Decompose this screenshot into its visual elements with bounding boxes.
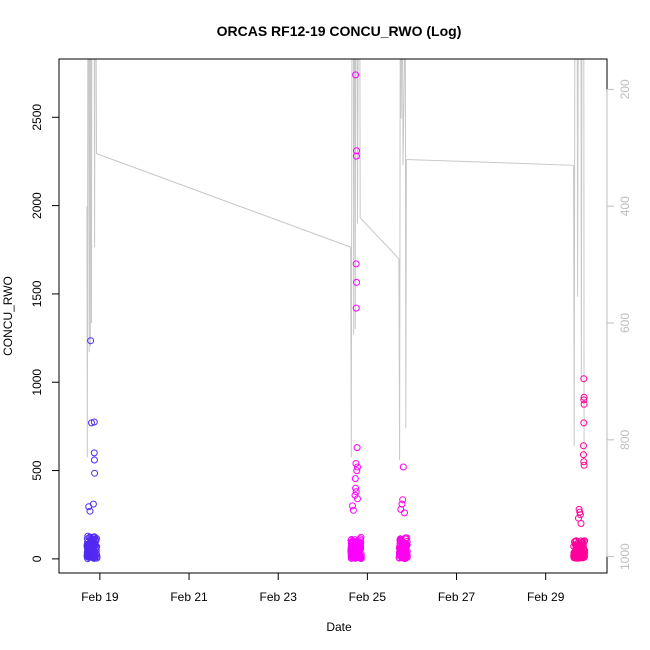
y-tick-label-right: 400 (618, 196, 632, 216)
data-point (575, 553, 583, 561)
chart-title: ORCAS RF12-19 CONCU_RWO (Log) (217, 23, 462, 39)
data-point (395, 544, 403, 552)
data-point (573, 549, 581, 556)
y-axis-label: CONCU_RWO (1, 276, 15, 356)
y-tick-label: 500 (30, 460, 44, 480)
data-point (349, 502, 356, 510)
data-point (357, 537, 364, 545)
x-tick-label: Feb 19 (81, 590, 119, 604)
plot-frame (58, 58, 608, 574)
y-tick-label: 1000 (30, 369, 44, 396)
data-point (353, 550, 361, 557)
data-point (350, 544, 357, 552)
data-point (577, 520, 585, 527)
data-point (352, 484, 360, 492)
data-point (354, 463, 361, 471)
data-point (87, 337, 95, 345)
data-point (87, 540, 95, 548)
data-point (352, 304, 360, 312)
data-point (356, 541, 364, 549)
x-tick-label: Feb 27 (438, 590, 476, 604)
data-point (399, 496, 407, 504)
data-point (83, 553, 91, 560)
data-point (86, 507, 94, 515)
data-point (352, 488, 360, 496)
data-point (354, 495, 361, 503)
data-point (90, 418, 98, 426)
data-point (397, 505, 405, 513)
y-tick-label-right: 1000 (618, 543, 632, 570)
data-point (92, 542, 99, 549)
x-axis: Feb 19 Feb 21 Feb 23 Feb 25 Feb 27 Feb 29 (81, 572, 565, 604)
data-point (353, 467, 361, 475)
y-axis-right: 200 400 600 800 1000 (606, 79, 632, 570)
plot-content (83, 59, 589, 563)
data-point (353, 444, 361, 452)
y-tick-label: 0 (30, 555, 44, 562)
data-point (580, 400, 588, 408)
x-tick-label: Feb 21 (170, 590, 208, 604)
data-point (580, 458, 588, 466)
x-axis-label: Date (326, 620, 352, 634)
data-point (84, 532, 92, 540)
data-point (85, 551, 93, 559)
pressure-line (86, 59, 585, 461)
data-point (349, 539, 356, 547)
data-point (580, 461, 588, 469)
data-point (395, 554, 403, 561)
data-point (352, 152, 360, 160)
data-point (578, 540, 586, 548)
data-point (401, 509, 408, 517)
data-point (580, 393, 588, 401)
data-point (403, 538, 411, 545)
data-point (90, 456, 98, 464)
data-point (571, 538, 579, 545)
data-point (85, 503, 93, 511)
x-tick-label: Feb 29 (527, 590, 565, 604)
data-point (351, 475, 359, 482)
data-point (90, 449, 98, 457)
data-point (352, 460, 360, 467)
data-point (91, 469, 99, 477)
y-axis: 0 500 1000 1500 2000 2500 (30, 104, 60, 562)
y-tick-label: 1500 (30, 280, 44, 307)
data-point (580, 419, 588, 427)
y-tick-label-right: 200 (618, 79, 632, 99)
data-point (84, 545, 91, 553)
data-point (578, 544, 586, 552)
data-point (88, 419, 95, 427)
data-point (350, 540, 358, 548)
y-tick-label-right: 800 (618, 429, 632, 449)
data-point (580, 375, 588, 383)
data-point (572, 553, 580, 561)
y-tick-label: 2000 (30, 192, 44, 219)
y-tick-label-right: 600 (618, 313, 632, 333)
data-point (352, 71, 360, 79)
data-point (90, 554, 98, 562)
data-point (571, 541, 579, 549)
data-point (352, 260, 360, 268)
data-point (398, 500, 406, 508)
data-point (92, 547, 100, 555)
data-point (400, 553, 408, 561)
data-point (576, 511, 584, 519)
y-tick-label: 2500 (30, 104, 44, 131)
x-tick-label: Feb 23 (260, 590, 298, 604)
plot-area (83, 59, 589, 563)
data-point (399, 463, 407, 471)
scatter-points (83, 71, 589, 563)
data-point (398, 553, 406, 561)
data-point (353, 147, 360, 155)
data-point (580, 451, 587, 459)
data-point (353, 278, 360, 286)
data-point (349, 506, 357, 514)
data-point (580, 396, 588, 404)
data-point (580, 442, 587, 450)
x-tick-label: Feb 25 (349, 590, 387, 604)
data-point (399, 538, 407, 546)
